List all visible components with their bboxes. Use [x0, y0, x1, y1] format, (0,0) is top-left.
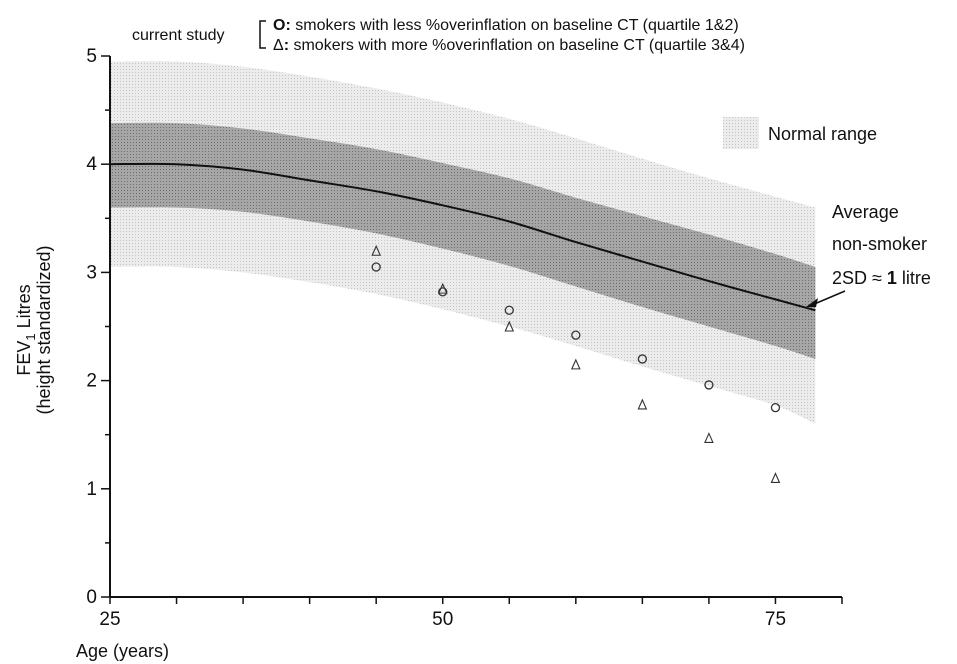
inner-band — [110, 122, 816, 359]
point-circle — [637, 354, 648, 364]
legend-marker-triangle: Δ — [273, 37, 284, 54]
annotation-line-1: Average — [832, 202, 899, 222]
x-axis-title: Age (years) — [76, 641, 169, 661]
y-tick-label: 2 — [86, 371, 97, 392]
y-tick-label: 1 — [86, 479, 97, 500]
annotation-arrow-head — [806, 298, 818, 307]
point-triangle — [437, 282, 448, 294]
point-circle — [770, 402, 781, 413]
point-triangle — [570, 358, 581, 370]
average-line — [109, 162, 816, 312]
annotation-2sd-value: 1 — [887, 268, 897, 288]
y-axis-title-line-2: (height standardized) — [34, 245, 54, 414]
legend-entry-circle: O: smokers with less %overinflation on b… — [273, 17, 739, 34]
legend-label-triangle: smokers with more %overinflation on base… — [293, 37, 744, 54]
point-triangle — [371, 244, 382, 256]
normal-range-label: Normal range — [768, 124, 877, 144]
point-triangle — [637, 398, 648, 410]
point-triangle — [504, 320, 515, 332]
annotation-2sd-suffix: litre — [897, 268, 931, 288]
annotation-line-3: 2SD ≈ 1 litre — [832, 268, 931, 288]
annotation-line-2: non-smoker — [832, 234, 927, 254]
legend-sep-1: : — [285, 17, 295, 34]
y-axis-title-line-1: FEV1 Litres — [14, 284, 38, 375]
legend-label-circle: smokers with less %overinflation on base… — [295, 17, 738, 34]
annotation-2sd-prefix: 2SD ≈ — [832, 268, 887, 288]
y-tick-label: 5 — [86, 46, 97, 67]
point-circle — [504, 305, 514, 315]
y-axis-title-subscript: 1 — [23, 333, 38, 340]
normal-range-swatch — [723, 117, 759, 149]
y-axis-title: FEV1 Litres (height standardized) — [14, 245, 54, 414]
point-triangle — [770, 472, 781, 484]
legend-marker-circle: O — [273, 17, 285, 34]
y-axis-title-fev: FEV — [14, 341, 34, 376]
x-tick-label: 25 — [99, 609, 120, 630]
y-axis-title-units: Litres — [14, 284, 34, 333]
x-tick-label: 50 — [432, 609, 453, 630]
legend-entry-triangle: Δ: smokers with more %overinflation on b… — [273, 37, 745, 54]
point-circle — [371, 262, 381, 272]
annotation-arrow-shaft — [811, 290, 846, 306]
legend-group-label: current study — [132, 27, 224, 44]
point-triangle — [704, 432, 714, 443]
legend-bracket — [259, 20, 266, 49]
point-circle — [704, 380, 714, 390]
y-tick-label: 4 — [86, 154, 97, 175]
x-tick-label: 75 — [765, 609, 786, 630]
y-tick-label: 3 — [86, 262, 97, 283]
legend-sep-2: : — [284, 37, 294, 54]
y-tick-label: 0 — [86, 587, 97, 608]
point-circle — [571, 330, 581, 340]
